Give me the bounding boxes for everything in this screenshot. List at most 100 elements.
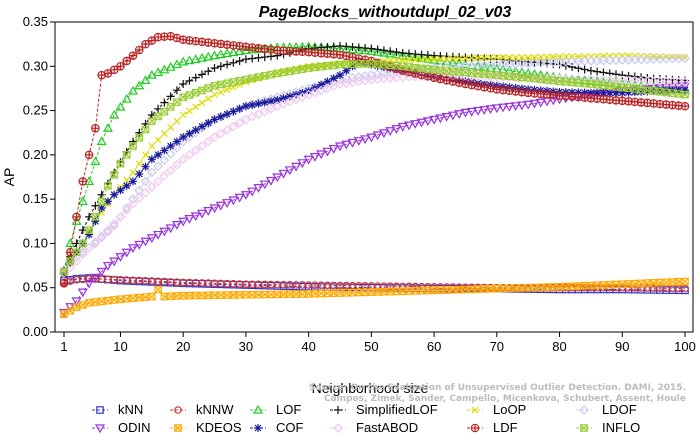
data-point-cof [612, 88, 620, 97]
data-point-kdeos [317, 289, 325, 298]
legend-label-simplifiedlof: SimplifiedLOF [356, 402, 438, 417]
data-point-cof [586, 88, 595, 97]
x-tick-label: 90 [615, 339, 629, 354]
data-point-cof [574, 88, 583, 97]
data-point-ldof [96, 232, 107, 243]
legend-label-kdeos: KDEOS [196, 420, 242, 434]
data-point-fastabod [667, 77, 678, 87]
data-point-inflo [179, 93, 187, 102]
x-tick-label: 30 [239, 339, 253, 354]
data-point-simplifiedlof [235, 56, 244, 65]
data-point-odin [215, 201, 226, 211]
legend-item-loop: LoOP [467, 402, 526, 417]
data-point-simplifiedlof [248, 54, 257, 63]
data-point-cof [655, 86, 664, 95]
data-point-lof [84, 176, 95, 186]
data-point-ldof [121, 203, 132, 213]
data-point-kdeos [292, 290, 300, 298]
data-point-simplifiedlof [241, 55, 250, 64]
data-point-odin [184, 215, 195, 224]
data-point-lof [203, 51, 214, 61]
legend: kNN kNNW LOF SimplifiedLOF LoOP LDOF ODIN KDEOS… [92, 402, 640, 434]
data-point-odin [171, 221, 182, 230]
data-point-cof [198, 122, 206, 131]
data-point-loop [148, 142, 156, 150]
data-point-odin [240, 191, 251, 200]
data-point-lof [222, 48, 233, 58]
data-point-simplifiedlof [129, 137, 137, 146]
data-point-odin [265, 176, 277, 186]
data-point-lof [134, 80, 145, 90]
data-point-kdeos [430, 286, 438, 295]
data-point-odin [667, 83, 678, 93]
data-point-odin [422, 117, 433, 127]
data-point-cof [681, 86, 689, 95]
data-point-ldf [166, 31, 175, 41]
data-point-inflo [60, 267, 68, 276]
data-point-simplifiedlof [618, 71, 627, 80]
data-point-cof [605, 88, 614, 97]
series-line-loop [63, 55, 686, 273]
data-point-lof [247, 44, 258, 54]
data-point-fastabod [209, 132, 220, 142]
data-point-simplifiedlof [179, 80, 188, 88]
data-point-loop [211, 91, 218, 99]
series-inflo [60, 59, 689, 276]
data-point-odin [391, 125, 402, 134]
data-point-lof [140, 75, 151, 85]
data-point-inflo [273, 69, 282, 78]
data-point-loop [643, 52, 651, 60]
data-point-loop [468, 54, 476, 62]
data-point-fastabod [222, 125, 232, 135]
data-point-odin [510, 102, 521, 111]
data-point-odin [140, 237, 151, 247]
data-point-fastabod [560, 74, 571, 84]
data-point-ldf [241, 42, 251, 52]
data-point-odin [498, 103, 509, 113]
legend-item-cof: COF [250, 420, 304, 434]
data-point-kdeos [104, 296, 112, 305]
data-point-odin [679, 82, 691, 91]
data-point-inflo [97, 197, 106, 206]
data-point-lof [196, 52, 208, 62]
data-point-kdeos [367, 288, 376, 296]
legend-item-simplifiedlof: SimplifiedLOF [330, 402, 438, 417]
data-point-lof [447, 57, 458, 67]
y-tick-label: 0.00 [23, 324, 48, 339]
data-point-odin [272, 173, 283, 183]
data-point-loop [505, 54, 513, 61]
data-point-ldf [72, 212, 81, 222]
data-point-simplifiedlof [367, 44, 376, 53]
data-point-fastabod [673, 77, 684, 87]
data-point-fastabod [228, 121, 239, 132]
y-axis-label: AP [1, 168, 17, 187]
data-point-odin [222, 199, 233, 208]
data-point-fastabod [259, 106, 270, 117]
data-point-loop [681, 54, 689, 61]
data-point-odin [297, 159, 308, 169]
data-point-odin [102, 261, 113, 271]
data-point-odin [491, 104, 502, 114]
legend-label-cof: COF [276, 420, 304, 434]
data-point-odin [466, 107, 477, 117]
data-point-loop [436, 55, 444, 63]
data-point-inflo [681, 90, 689, 99]
legend-marker-ldof [579, 405, 589, 415]
data-point-fastabod [629, 75, 640, 86]
data-point-odin [347, 138, 358, 148]
data-point-fastabod [234, 118, 245, 128]
x-axis-label: Neighborhood size [312, 380, 429, 396]
data-point-ldf [103, 69, 113, 78]
data-point-cof [154, 150, 163, 159]
data-point-loop [123, 176, 131, 184]
data-point-fastabod [90, 237, 101, 247]
data-point-odin [127, 244, 139, 254]
data-point-cof [599, 88, 608, 97]
data-point-odin [146, 234, 157, 244]
data-point-kdeos [129, 294, 137, 302]
data-point-loop [487, 54, 494, 62]
data-point-cof [110, 190, 119, 199]
legend-label-fastabod: FastABOD [356, 420, 418, 434]
data-point-loop [455, 55, 463, 62]
data-point-odin [96, 267, 107, 277]
